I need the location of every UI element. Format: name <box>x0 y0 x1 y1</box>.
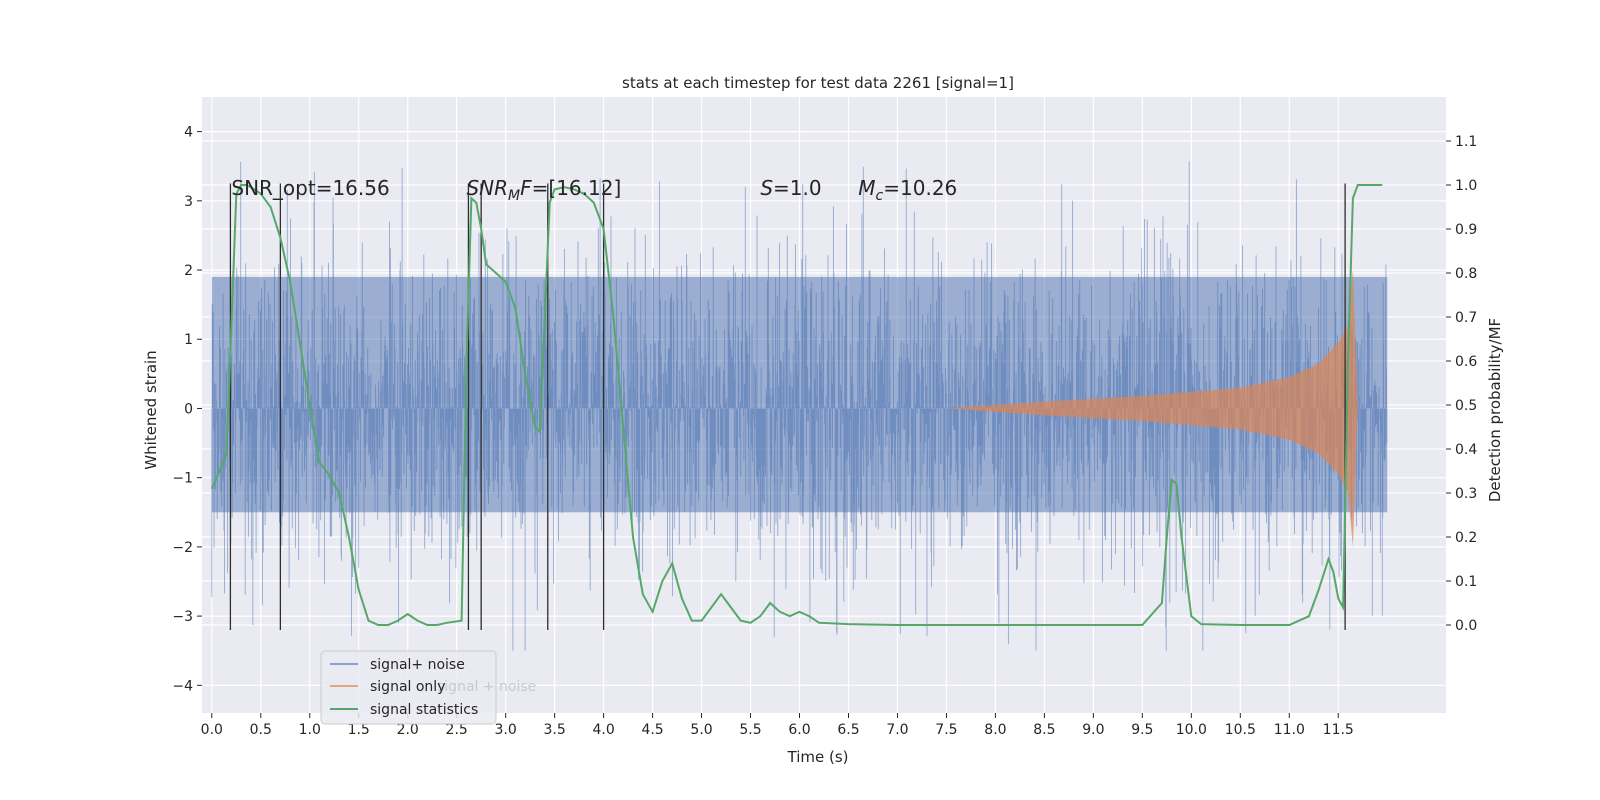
annotation-s: S=1.0 <box>760 176 821 200</box>
y-right-tick-label: 0.5 <box>1455 398 1477 414</box>
legend-label-signal-statistics: signal statistics <box>370 702 478 718</box>
y-tick-label: −2 <box>172 540 193 556</box>
x-tick-label: 3.0 <box>495 722 517 738</box>
x-tick-label: 5.5 <box>739 722 761 738</box>
x-tick-label: 0.0 <box>201 722 223 738</box>
x-axis-label: Time (s) <box>787 748 849 766</box>
x-tick-label: 9.0 <box>1082 722 1104 738</box>
x-tick-label: 6.0 <box>788 722 810 738</box>
y-right-axis-ticks: 1.1 1.0 0.9 0.8 0.7 0.6 0.5 0.4 0.3 0.2 0.1 0.0 <box>1446 134 1477 634</box>
legend-box <box>320 650 497 725</box>
x-tick-label: 4.5 <box>641 722 663 738</box>
annotation-snr-opt: SNR_opt=16.56 <box>231 176 389 200</box>
y-right-tick-label: 0.8 <box>1455 266 1477 282</box>
y-right-tick-label: 0.1 <box>1455 574 1477 590</box>
signal-statistics-line <box>210 184 1383 626</box>
series-signal-only <box>946 270 1358 547</box>
y-right-tick-label: 0.4 <box>1455 442 1477 458</box>
x-tick-label: 5.0 <box>690 722 712 738</box>
y-right-axis-label: Detection probability/MF <box>1486 318 1504 502</box>
y-right-tick-label: 1.1 <box>1455 134 1477 150</box>
y-tick-label: −4 <box>172 678 193 694</box>
y-tick-label: −1 <box>172 471 193 487</box>
x-tick-label: 10.0 <box>1176 722 1207 738</box>
x-tick-label: 2.0 <box>397 722 419 738</box>
x-tick-label: 11.0 <box>1274 722 1305 738</box>
x-tick-label: 1.5 <box>348 722 370 738</box>
x-tick-label: 11.5 <box>1323 722 1354 738</box>
y-right-tick-label: 1.0 <box>1455 178 1477 194</box>
chirp-envelope <box>946 270 1358 547</box>
x-axis-ticks: 0.0 0.5 1.0 1.5 2.0 2.5 3.0 3.5 4.0 4.5 5.0 5.5 6.0 6… <box>201 713 1354 738</box>
x-tick-label: 7.0 <box>886 722 908 738</box>
y-right-tick-label: 0.0 <box>1455 618 1477 634</box>
legend-label-signal-noise: signal+ noise <box>370 657 465 673</box>
annotation-snr-mf: SNRMF=[16.12] <box>466 176 621 204</box>
legend-label-signal-only: signal only <box>370 679 445 695</box>
y-tick-label: 4 <box>184 125 193 141</box>
y-right-tick-label: 0.3 <box>1455 486 1477 502</box>
annotations: SNR_opt=16.56 SNRMF=[16.12] S=1.0 Mc=10.26 <box>231 176 957 204</box>
y-right-tick-label: 0.2 <box>1455 530 1477 546</box>
legend: signal+ noise signal + noise signal only… <box>320 650 536 725</box>
chart-title: stats at each timestep for test data 226… <box>622 74 1014 92</box>
y-tick-label: 0 <box>184 401 193 417</box>
legend-ghost-text: signal + noise <box>437 679 536 695</box>
x-tick-label: 10.5 <box>1225 722 1256 738</box>
y-tick-label: 2 <box>184 263 193 279</box>
y-right-tick-label: 0.9 <box>1455 222 1477 238</box>
x-tick-label: 3.5 <box>543 722 565 738</box>
x-tick-label: 9.5 <box>1131 722 1153 738</box>
y-tick-label: 3 <box>184 194 193 210</box>
x-tick-label: 7.5 <box>935 722 957 738</box>
x-tick-label: 4.0 <box>592 722 614 738</box>
x-tick-label: 2.5 <box>446 722 468 738</box>
x-tick-label: 1.0 <box>299 722 321 738</box>
series-signal-statistics <box>210 184 1383 626</box>
x-tick-label: 0.5 <box>250 722 272 738</box>
annotation-mc: Mc=10.26 <box>858 176 957 204</box>
y-tick-label: 1 <box>184 332 193 348</box>
y-right-tick-label: 0.6 <box>1455 354 1477 370</box>
x-tick-label: 8.5 <box>1033 722 1055 738</box>
y-tick-label: −3 <box>172 609 193 625</box>
y-axis-label: Whitened strain <box>142 350 160 469</box>
y-right-tick-label: 0.7 <box>1455 310 1477 326</box>
x-tick-label: 6.5 <box>837 722 859 738</box>
y-axis-ticks: 4 3 2 1 0 −1 −2 −3 −4 <box>172 125 202 694</box>
x-tick-label: 8.0 <box>984 722 1006 738</box>
